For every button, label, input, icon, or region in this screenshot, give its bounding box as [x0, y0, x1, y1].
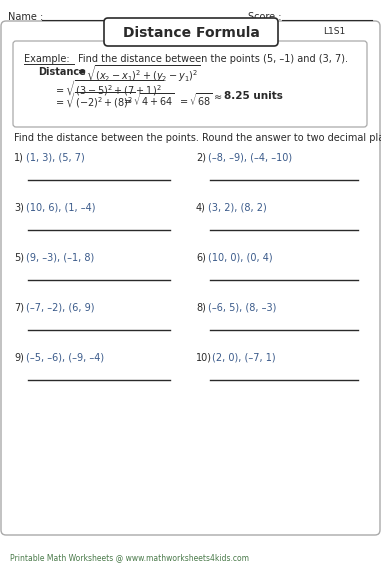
Text: (1, 3), (5, 7): (1, 3), (5, 7)	[26, 152, 85, 162]
Text: (2, 0), (–7, 1): (2, 0), (–7, 1)	[212, 352, 275, 362]
FancyBboxPatch shape	[104, 18, 278, 46]
Text: $= \sqrt{(-2)^2 + (8)^2}$: $= \sqrt{(-2)^2 + (8)^2}$	[54, 91, 136, 110]
Text: 9): 9)	[14, 352, 24, 362]
Text: Find the distance between the points (5, –1) and (3, 7).: Find the distance between the points (5,…	[78, 54, 348, 64]
Text: 7): 7)	[14, 302, 24, 312]
Text: 3): 3)	[14, 202, 24, 212]
Text: (–7, –2), (6, 9): (–7, –2), (6, 9)	[26, 302, 94, 312]
FancyBboxPatch shape	[1, 21, 380, 535]
Text: (–6, 5), (8, –3): (–6, 5), (8, –3)	[208, 302, 276, 312]
Text: Printable Math Worksheets @ www.mathworksheets4kids.com: Printable Math Worksheets @ www.mathwork…	[10, 553, 249, 562]
Text: $= \sqrt{68}$: $= \sqrt{68}$	[178, 91, 213, 108]
Text: Distance Formula: Distance Formula	[123, 26, 259, 40]
Text: Distance: Distance	[38, 67, 86, 77]
Text: Score :: Score :	[248, 12, 282, 22]
Text: (–8, –9), (–4, –10): (–8, –9), (–4, –10)	[208, 152, 292, 162]
Text: 10): 10)	[196, 352, 212, 362]
Text: (3, 2), (8, 2): (3, 2), (8, 2)	[208, 202, 267, 212]
Text: 5): 5)	[14, 252, 24, 262]
Text: =: =	[78, 67, 86, 77]
Text: (–5, –6), (–9, –4): (–5, –6), (–9, –4)	[26, 352, 104, 362]
Text: (10, 0), (0, 4): (10, 0), (0, 4)	[208, 252, 273, 262]
Text: Name :: Name :	[8, 12, 43, 22]
Text: 4): 4)	[196, 202, 206, 212]
Text: Example:: Example:	[24, 54, 70, 64]
Text: L1S1: L1S1	[323, 28, 345, 37]
Text: 6): 6)	[196, 252, 206, 262]
Text: $\approx$: $\approx$	[212, 91, 223, 101]
Text: 8.25 units: 8.25 units	[224, 91, 283, 101]
FancyBboxPatch shape	[13, 41, 367, 127]
Text: (9, –3), (–1, 8): (9, –3), (–1, 8)	[26, 252, 94, 262]
Text: Find the distance between the points. Round the answer to two decimal places.: Find the distance between the points. Ro…	[14, 133, 381, 143]
Text: $= \sqrt{4 + 64}$: $= \sqrt{4 + 64}$	[122, 91, 175, 108]
Text: 8): 8)	[196, 302, 206, 312]
Text: 1): 1)	[14, 152, 24, 162]
Text: (10, 6), (1, –4): (10, 6), (1, –4)	[26, 202, 96, 212]
Text: 2): 2)	[196, 152, 206, 162]
Text: $\sqrt{(x_2 - x_1)^2 + (y_2 - y_1)^2}$: $\sqrt{(x_2 - x_1)^2 + (y_2 - y_1)^2}$	[86, 64, 201, 84]
Text: $= \sqrt{(3 - 5)^2 + (7 + 1)^2}$: $= \sqrt{(3 - 5)^2 + (7 + 1)^2}$	[54, 79, 164, 99]
